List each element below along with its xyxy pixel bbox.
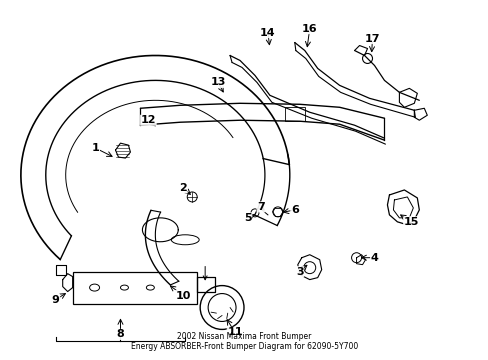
Bar [73, 272, 197, 303]
Text: 9: 9 [52, 294, 60, 305]
Text: 4: 4 [370, 253, 378, 263]
Text: 3: 3 [295, 267, 303, 276]
Text: 5: 5 [244, 213, 251, 223]
Text: 11: 11 [227, 327, 242, 337]
Text: 2: 2 [179, 183, 187, 193]
Text: 17: 17 [364, 33, 380, 44]
Text: 12: 12 [141, 115, 156, 125]
Text: 10: 10 [175, 291, 190, 301]
Text: 16: 16 [301, 24, 317, 33]
Text: 13: 13 [210, 77, 225, 87]
Text: 7: 7 [257, 202, 264, 212]
Text: 2002 Nissan Maxima Front Bumper
Energy ABSORBER-Front Bumper Diagram for 62090-5: 2002 Nissan Maxima Front Bumper Energy A… [131, 332, 357, 351]
Text: 8: 8 [116, 329, 124, 339]
Text: 15: 15 [403, 217, 418, 227]
Text: 1: 1 [92, 143, 99, 153]
Bar [285, 107, 304, 121]
Text: 6: 6 [290, 205, 298, 215]
Text: 14: 14 [260, 28, 275, 37]
